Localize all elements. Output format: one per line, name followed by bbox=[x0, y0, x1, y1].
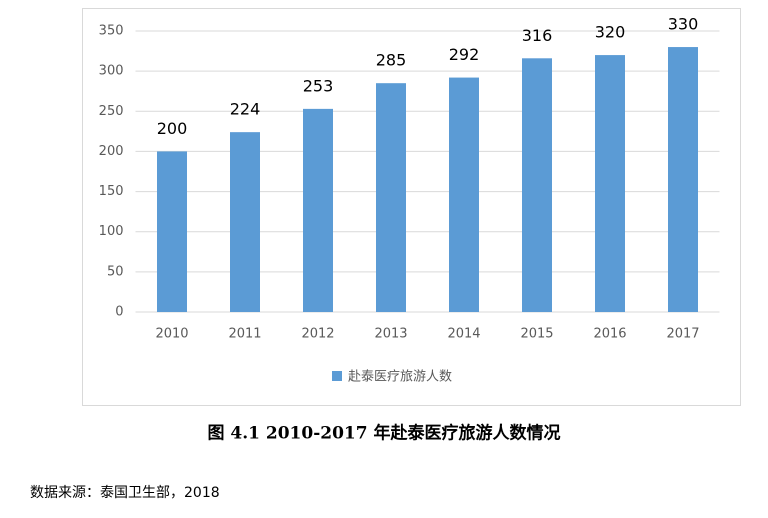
value-label: 253 bbox=[303, 76, 334, 95]
legend-swatch bbox=[332, 371, 342, 381]
value-label: 330 bbox=[668, 15, 699, 34]
y-tick-label: 0 bbox=[115, 305, 123, 320]
value-label: 292 bbox=[449, 45, 480, 64]
y-tick-label: 100 bbox=[99, 224, 124, 239]
bar bbox=[376, 83, 406, 312]
bar bbox=[230, 132, 260, 312]
bar bbox=[303, 108, 333, 313]
caption: 图 4.1 2010-2017 年赴泰医疗旅游人数情况 bbox=[207, 423, 560, 444]
x-tick-label: 2016 bbox=[593, 327, 626, 342]
x-tick-label: 2015 bbox=[520, 327, 553, 342]
source: 数据来源：泰国卫生部，2018 bbox=[30, 485, 220, 501]
y-tick-label: 50 bbox=[107, 264, 124, 279]
y-tick-label: 150 bbox=[99, 184, 124, 199]
value-label: 285 bbox=[376, 51, 407, 70]
y-tick-label: 200 bbox=[99, 144, 124, 159]
y-tick-label: 250 bbox=[99, 104, 124, 119]
y-tick-label: 300 bbox=[99, 64, 124, 79]
legend-label: 赴泰医疗旅游人数 bbox=[348, 370, 452, 385]
bar bbox=[157, 151, 187, 312]
x-tick-label: 2012 bbox=[301, 327, 334, 342]
x-tick-label: 2013 bbox=[374, 327, 407, 342]
x-tick-label: 2010 bbox=[155, 327, 188, 342]
bar bbox=[449, 77, 479, 313]
bar bbox=[668, 47, 698, 313]
value-label: 200 bbox=[157, 119, 188, 138]
value-label: 316 bbox=[522, 26, 553, 45]
bar bbox=[595, 55, 625, 312]
y-tick-label: 350 bbox=[99, 24, 124, 39]
x-tick-label: 2014 bbox=[447, 327, 480, 342]
value-label: 224 bbox=[230, 100, 261, 119]
value-label: 320 bbox=[595, 23, 626, 42]
bar bbox=[522, 58, 552, 312]
chart-frame bbox=[82, 8, 741, 406]
x-tick-label: 2017 bbox=[666, 327, 699, 342]
x-tick-label: 2011 bbox=[228, 327, 261, 342]
